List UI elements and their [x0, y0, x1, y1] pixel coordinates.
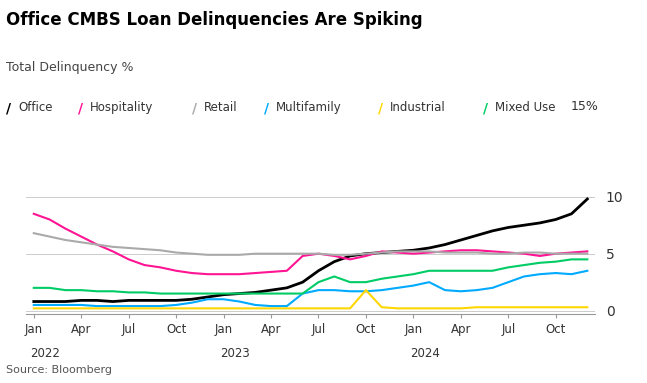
- Text: Source: Bloomberg: Source: Bloomberg: [6, 365, 113, 375]
- Text: /: /: [378, 101, 383, 116]
- Text: /: /: [483, 101, 488, 116]
- Text: 2023: 2023: [221, 347, 250, 360]
- Text: Total Delinquency %: Total Delinquency %: [6, 61, 134, 74]
- Text: Industrial: Industrial: [389, 101, 445, 115]
- Text: Hospitality: Hospitality: [90, 101, 153, 115]
- Text: Office: Office: [18, 101, 52, 115]
- Text: /: /: [78, 101, 83, 116]
- Text: Multifamily: Multifamily: [276, 101, 342, 115]
- Text: /: /: [192, 101, 197, 116]
- Text: /: /: [6, 101, 12, 116]
- Text: Retail: Retail: [204, 101, 237, 115]
- Text: /: /: [264, 101, 269, 116]
- Text: 2022: 2022: [30, 347, 60, 360]
- Text: Mixed Use: Mixed Use: [495, 101, 556, 115]
- Text: 15%: 15%: [571, 100, 598, 113]
- Text: 2024: 2024: [410, 347, 440, 360]
- Text: Office CMBS Loan Delinquencies Are Spiking: Office CMBS Loan Delinquencies Are Spiki…: [6, 11, 423, 29]
